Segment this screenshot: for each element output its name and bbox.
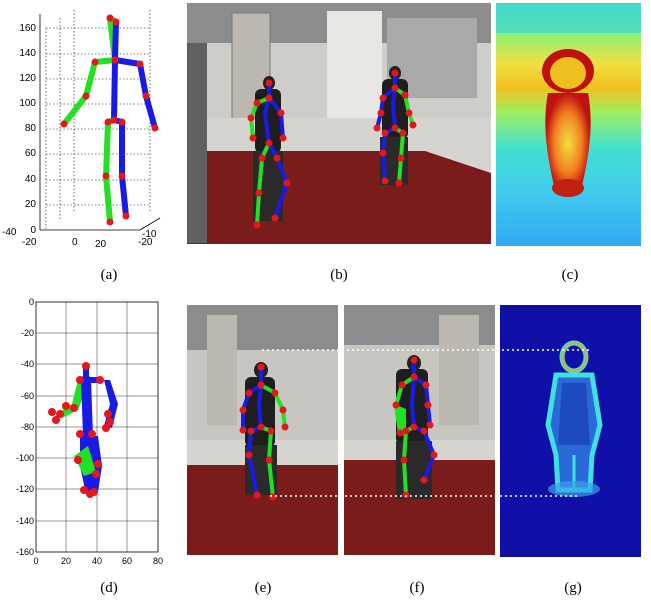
y-tick: 160 bbox=[19, 23, 36, 34]
video-frame-f bbox=[344, 305, 495, 555]
y-tick: 0 bbox=[30, 225, 36, 236]
heatmap-c bbox=[496, 3, 641, 246]
y-tick: -80 bbox=[21, 422, 34, 432]
caption-c: (c) bbox=[561, 267, 579, 283]
y-tick: 140 bbox=[19, 48, 36, 59]
heatmap-g bbox=[500, 305, 641, 557]
caption-e: (e) bbox=[254, 580, 272, 596]
x-tick: 20 bbox=[95, 239, 107, 250]
video-frame-e bbox=[187, 305, 338, 555]
z-tick: -20 bbox=[138, 237, 153, 248]
caption-d: (d) bbox=[100, 580, 118, 596]
y-tick: -140 bbox=[16, 516, 34, 526]
x-tick: -20 bbox=[22, 237, 37, 248]
skeleton-3d-plot: 160 140 120 100 80 60 40 20 0 -40 -20 0 … bbox=[2, 10, 161, 250]
x-tick: -40 bbox=[2, 227, 17, 238]
caption-f: (f) bbox=[409, 580, 425, 596]
x-tick: 60 bbox=[122, 556, 132, 566]
video-frame-b bbox=[187, 3, 491, 244]
x-tick: 80 bbox=[153, 556, 163, 566]
caption-g: (g) bbox=[564, 580, 582, 596]
person-f bbox=[392, 355, 438, 499]
y-tick: -20 bbox=[21, 328, 34, 338]
person-1 bbox=[247, 76, 291, 229]
y-tick: -160 bbox=[16, 547, 34, 557]
person-2 bbox=[373, 66, 417, 187]
z-tick: -10 bbox=[142, 229, 157, 240]
y-tick: -100 bbox=[16, 453, 34, 463]
y-tick: -60 bbox=[21, 391, 34, 401]
caption-a: (a) bbox=[100, 267, 118, 283]
caption-b: (b) bbox=[330, 267, 348, 283]
x-tick: 40 bbox=[92, 556, 102, 566]
skeleton-2d-plot: 0 -20 -40 -60 -80 -100 -120 -140 -160 0 … bbox=[16, 297, 163, 566]
y-tick: 120 bbox=[19, 73, 36, 84]
y-tick: 40 bbox=[25, 174, 37, 185]
x-tick: 0 bbox=[72, 237, 78, 248]
y-tick: 20 bbox=[25, 199, 37, 210]
y-tick: -40 bbox=[21, 359, 34, 369]
y-tick: 80 bbox=[25, 123, 37, 134]
y-tick: 100 bbox=[19, 98, 36, 109]
y-tick: -120 bbox=[16, 484, 34, 494]
person-e bbox=[239, 362, 289, 501]
x-tick: 0 bbox=[33, 556, 38, 566]
y-tick: 60 bbox=[25, 148, 37, 159]
y-tick: 0 bbox=[29, 297, 34, 307]
x-tick: 20 bbox=[61, 556, 71, 566]
